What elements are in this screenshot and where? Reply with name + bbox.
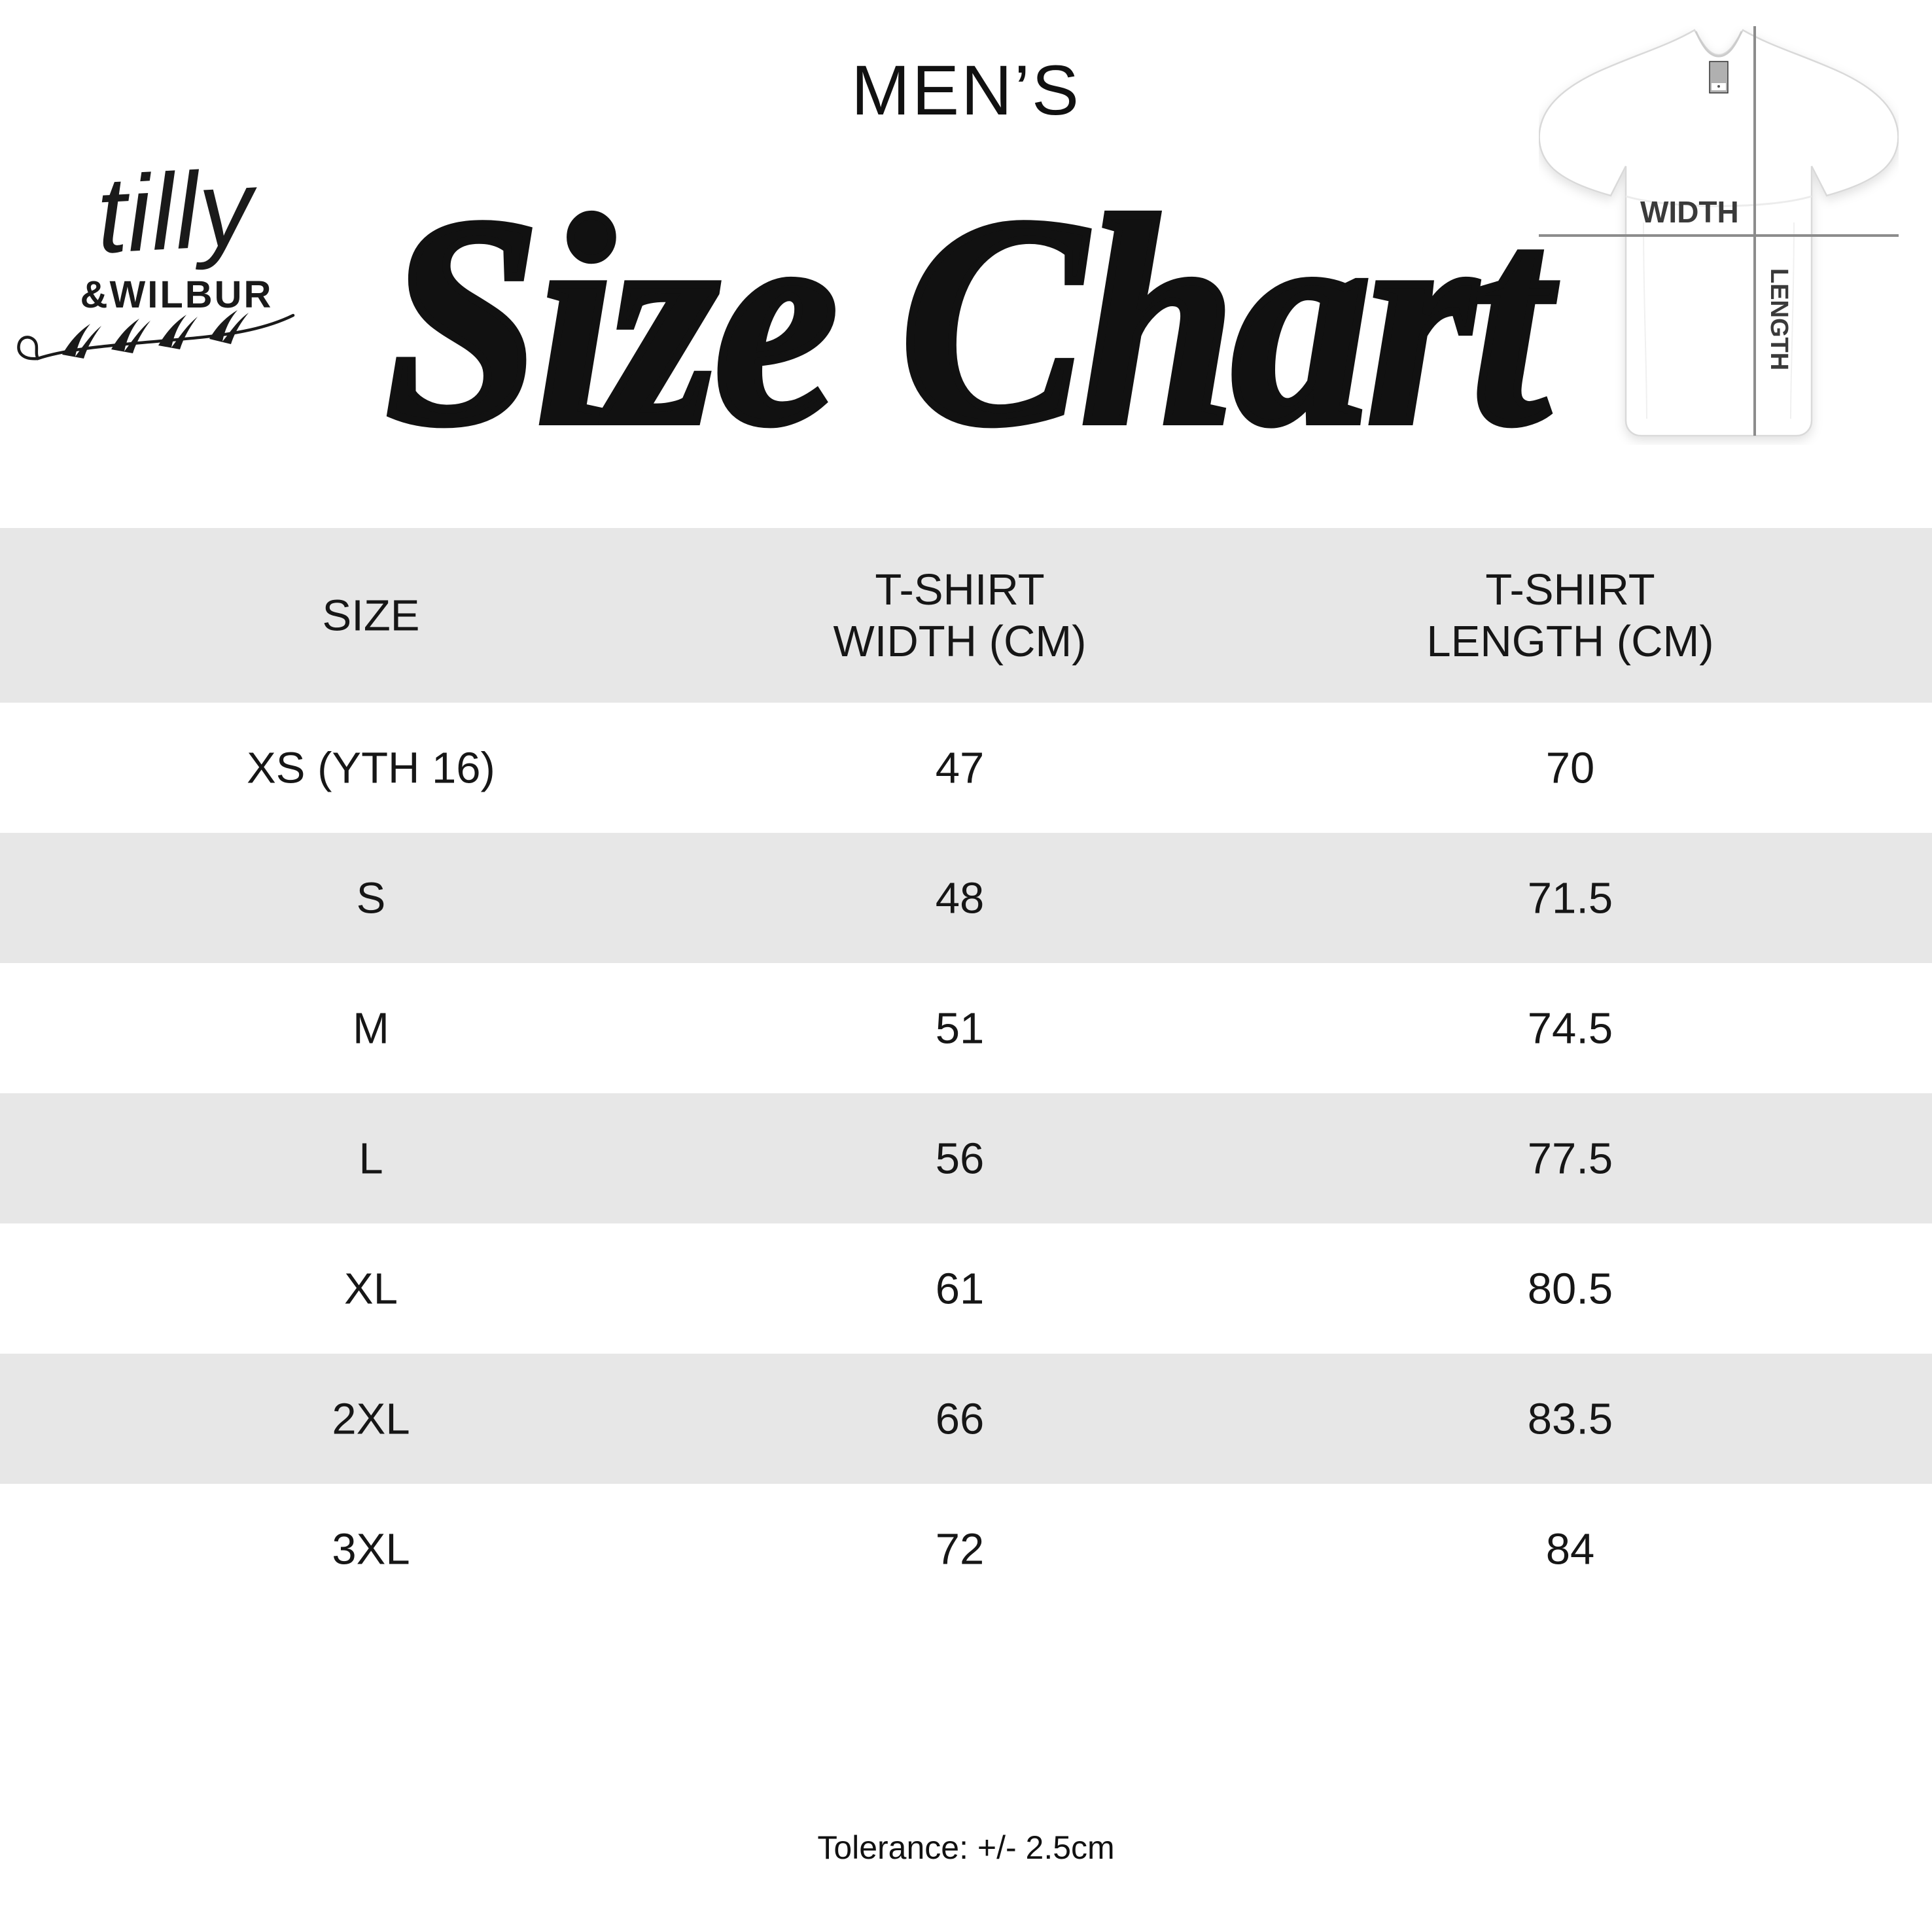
- svg-text:LENGTH: LENGTH: [1765, 268, 1793, 370]
- svg-text:WIDTH: WIDTH: [1640, 195, 1739, 229]
